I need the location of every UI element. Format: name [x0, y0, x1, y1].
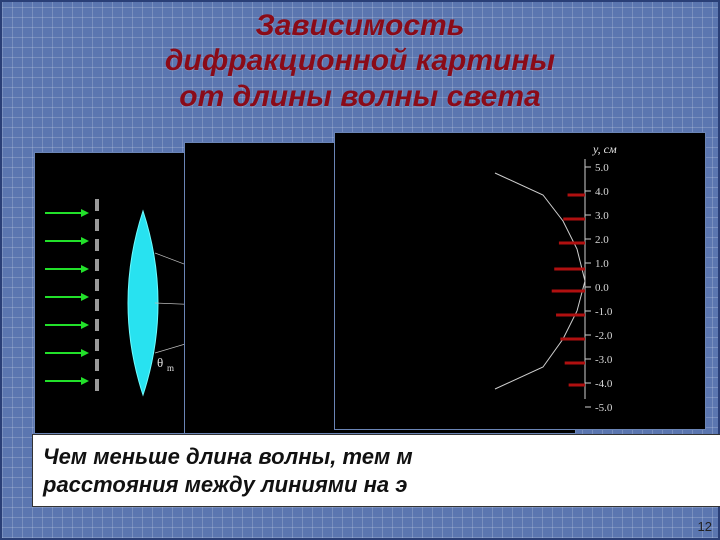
tick-label: 2.0: [595, 234, 609, 246]
arrow-icon: [81, 293, 89, 301]
page-number: 12: [698, 519, 712, 534]
panel-svg: 5.0 4.0 3.0 2.0 1.0 0.0 -1.0 -2.0 -3.0 -4.0 -5.0 y,…: [335, 133, 705, 429]
axis-label: y, см: [592, 142, 617, 156]
tick-label: -3.0: [595, 354, 613, 366]
arrow-icon: [81, 321, 89, 329]
theta-subscript: m: [167, 363, 174, 373]
panels-stack: 5.0 4.0 3.0 2.0 1.0 0.0 -1.0 -2.0 -3.0 -4.0 y, см θ…: [34, 132, 694, 442]
slide-title: Зависимость дифракционной картины от дли…: [2, 8, 718, 114]
title-line-2: дифракционной картины: [165, 44, 555, 77]
arrow-icon: [81, 265, 89, 273]
intensity-envelope: [495, 173, 585, 389]
caption-line-2: расстояния между линиями на э: [43, 472, 407, 497]
arrow-icon: [81, 209, 89, 217]
tick-label: -2.0: [595, 330, 613, 342]
title-line-3: от длины волны света: [179, 80, 540, 113]
tick-label: 0.0: [595, 282, 609, 294]
tick-label: 4.0: [595, 186, 609, 198]
slide-root: Зависимость дифракционной картины от дли…: [0, 0, 720, 540]
tick-label: 5.0: [595, 162, 609, 174]
tick-label: -4.0: [595, 378, 613, 390]
arrow-icon: [81, 349, 89, 357]
lens-icon: [128, 211, 158, 395]
caption-line-1: Чем меньше длина волны, тем м: [43, 444, 413, 469]
arrow-icon: [81, 377, 89, 385]
theta-label: θ: [157, 355, 163, 370]
arrow-icon: [81, 237, 89, 245]
tick-label: 1.0: [595, 258, 609, 270]
tick-label: 3.0: [595, 210, 609, 222]
title-line-1: Зависимость: [255, 9, 464, 42]
tick-label: -1.0: [595, 306, 613, 318]
caption-box: Чем меньше длина волны, тем м расстояния…: [32, 434, 720, 507]
panel-red: 5.0 4.0 3.0 2.0 1.0 0.0 -1.0 -2.0 -3.0 -4.0 -5.0 y,…: [334, 132, 706, 430]
tick-label: -5.0: [595, 402, 613, 414]
